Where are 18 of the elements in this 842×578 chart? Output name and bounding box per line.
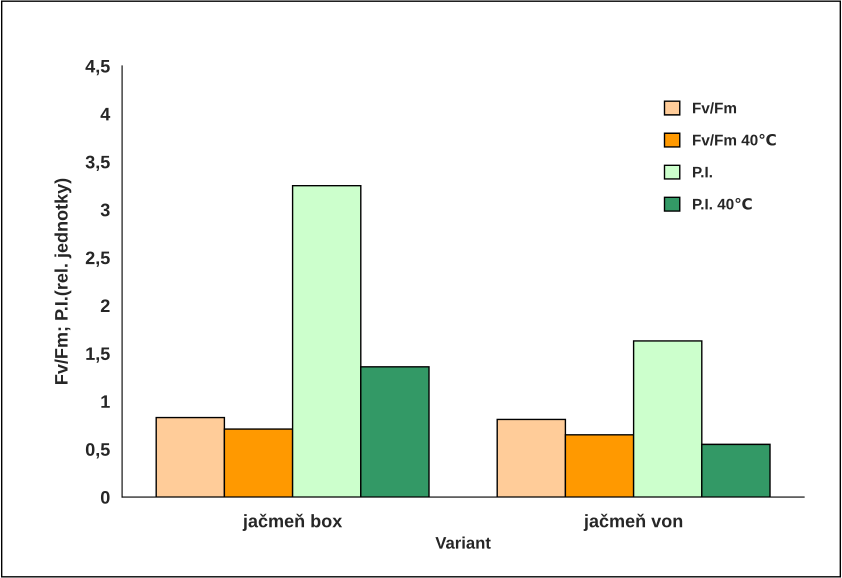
x-tick-label: jačmeň von [584,514,682,531]
legend-label: P.I. [693,166,712,178]
y-tick-label: 1,5 [86,347,110,363]
legend-label: Fv/Fm [693,102,736,114]
y-tick-label: 3 [100,204,110,216]
y-axis-title: Fv/Fm; P.I.(rel. jednotky) [54,178,72,384]
y-tick-label: 3,5 [86,156,110,172]
x-axis-title: Variant [435,536,491,549]
y-tick-label: 1 [101,395,110,408]
legend-label: P.I. 40℃ [693,198,752,210]
x-tick-label: jačmeň box [242,514,342,531]
y-tick-label: 4 [100,108,110,120]
y-tick-label: 2 [100,299,110,312]
legend-label: Fv/Fm 40℃ [693,134,776,146]
y-tick-label: 2,5 [86,251,110,267]
y-tick-label: 0,5 [86,443,110,459]
y-tick-label: 0 [100,491,110,504]
y-tick-label: 4,5 [85,60,110,76]
